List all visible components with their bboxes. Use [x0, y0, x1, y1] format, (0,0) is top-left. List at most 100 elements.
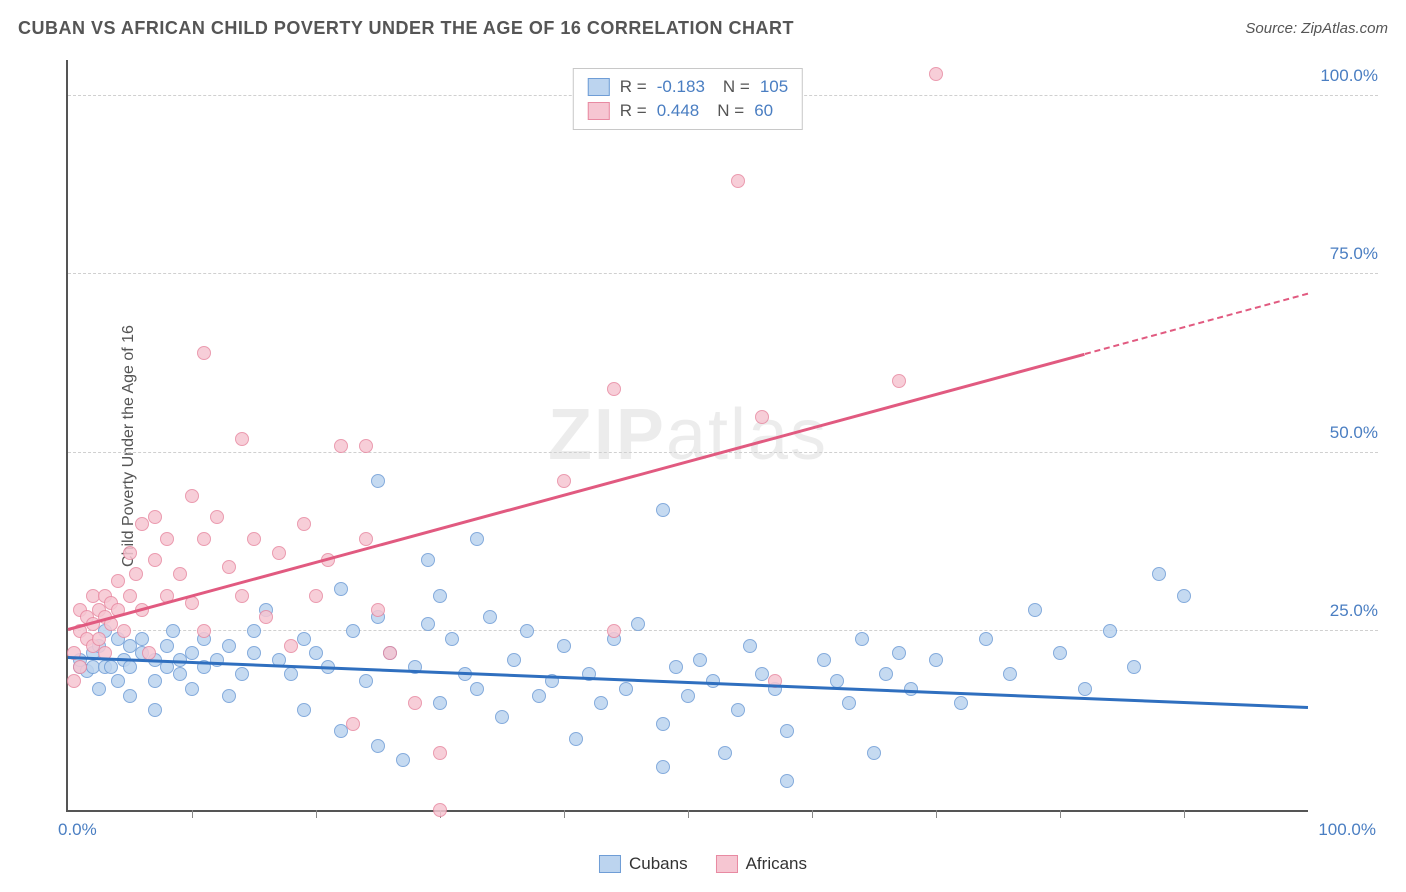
data-point — [371, 739, 385, 753]
header: CUBAN VS AFRICAN CHILD POVERTY UNDER THE… — [0, 0, 1406, 47]
data-point — [483, 610, 497, 624]
stat-n-label: N = — [723, 75, 750, 99]
stat-r-label: R = — [620, 99, 647, 123]
data-point — [166, 624, 180, 638]
data-point — [445, 632, 459, 646]
data-point — [855, 632, 869, 646]
data-point — [569, 732, 583, 746]
data-point — [656, 760, 670, 774]
data-point — [557, 639, 571, 653]
data-point — [507, 653, 521, 667]
data-point — [433, 589, 447, 603]
stat-n-label: N = — [717, 99, 744, 123]
data-point — [210, 510, 224, 524]
stat-r-value: 0.448 — [657, 99, 700, 123]
source: Source: ZipAtlas.com — [1245, 20, 1388, 37]
y-tick-label: 25.0% — [1330, 601, 1378, 621]
data-point — [235, 589, 249, 603]
data-point — [359, 439, 373, 453]
source-label: Source: — [1245, 20, 1297, 37]
data-point — [470, 682, 484, 696]
x-tick — [1184, 810, 1185, 818]
data-point — [111, 574, 125, 588]
legend-item: Africans — [716, 854, 807, 874]
data-point — [173, 667, 187, 681]
data-point — [346, 717, 360, 731]
data-point — [718, 746, 732, 760]
data-point — [594, 696, 608, 710]
x-tick — [1060, 810, 1061, 818]
data-point — [954, 696, 968, 710]
y-tick-label: 75.0% — [1330, 244, 1378, 264]
data-point — [92, 632, 106, 646]
data-point — [371, 474, 385, 488]
x-tick — [812, 810, 813, 818]
data-point — [123, 660, 137, 674]
x-axis-max-label: 100.0% — [1318, 820, 1376, 840]
data-point — [693, 653, 707, 667]
bottom-legend: Cubans Africans — [599, 854, 807, 874]
stats-legend: R =-0.183N =105R =0.448N =60 — [573, 68, 803, 130]
data-point — [433, 746, 447, 760]
data-point — [148, 553, 162, 567]
data-point — [631, 617, 645, 631]
data-point — [383, 646, 397, 660]
data-point — [297, 632, 311, 646]
data-point — [247, 624, 261, 638]
data-point — [408, 696, 422, 710]
data-point — [421, 553, 435, 567]
data-point — [160, 532, 174, 546]
data-point — [334, 582, 348, 596]
data-point — [929, 67, 943, 81]
data-point — [433, 696, 447, 710]
chart-title: CUBAN VS AFRICAN CHILD POVERTY UNDER THE… — [18, 18, 794, 39]
data-point — [1152, 567, 1166, 581]
data-point — [433, 803, 447, 817]
regression-line — [1085, 292, 1309, 354]
data-point — [1177, 589, 1191, 603]
data-point — [1078, 682, 1092, 696]
stats-row: R =-0.183N =105 — [588, 75, 788, 99]
data-point — [421, 617, 435, 631]
x-tick — [936, 810, 937, 818]
data-point — [284, 639, 298, 653]
data-point — [371, 603, 385, 617]
x-axis-min-label: 0.0% — [58, 820, 97, 840]
data-point — [1028, 603, 1042, 617]
data-point — [92, 682, 106, 696]
x-tick — [564, 810, 565, 818]
data-point — [284, 667, 298, 681]
data-point — [334, 439, 348, 453]
data-point — [656, 503, 670, 517]
data-point — [681, 689, 695, 703]
data-point — [210, 653, 224, 667]
data-point — [111, 674, 125, 688]
data-point — [879, 667, 893, 681]
data-point — [235, 432, 249, 446]
x-tick — [192, 810, 193, 818]
data-point — [185, 646, 199, 660]
data-point — [731, 703, 745, 717]
data-point — [247, 532, 261, 546]
data-point — [867, 746, 881, 760]
data-point — [309, 589, 323, 603]
data-point — [396, 753, 410, 767]
data-point — [842, 696, 856, 710]
stat-r-label: R = — [620, 75, 647, 99]
data-point — [817, 653, 831, 667]
data-point — [607, 624, 621, 638]
watermark-zip: ZIP — [548, 395, 666, 475]
y-tick-label: 100.0% — [1320, 66, 1378, 86]
data-point — [67, 674, 81, 688]
legend-item: Cubans — [599, 854, 688, 874]
data-point — [780, 774, 794, 788]
data-point — [272, 546, 286, 560]
gridline — [68, 630, 1378, 631]
data-point — [359, 674, 373, 688]
data-point — [1127, 660, 1141, 674]
data-point — [247, 646, 261, 660]
plot-area: ZIPatlas R =-0.183N =105R =0.448N =60 0.… — [66, 60, 1308, 812]
data-point — [185, 682, 199, 696]
y-tick-label: 50.0% — [1330, 423, 1378, 443]
legend-swatch — [588, 78, 610, 96]
